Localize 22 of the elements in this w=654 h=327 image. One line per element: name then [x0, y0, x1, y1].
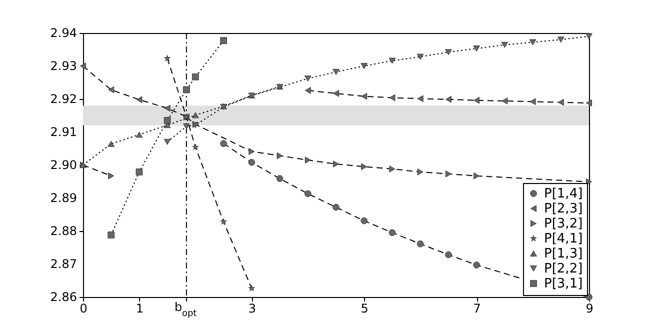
- y-tick-label: 2.94: [50, 26, 77, 40]
- y-tick-label: 2.87: [50, 257, 77, 271]
- y-tick-label: 2.89: [50, 191, 77, 205]
- x-tick-label: 1: [136, 302, 144, 316]
- legend-label: P[2,2]: [544, 262, 583, 276]
- legend-label: P[3,1]: [544, 276, 583, 292]
- x-tick-label: 5: [360, 302, 368, 316]
- legend-label: P[2,3]: [544, 202, 583, 216]
- legend-label: P[1,3]: [544, 246, 583, 262]
- y-tick-label: 2.92: [50, 92, 77, 106]
- legend-label: P[4,1]: [544, 232, 583, 246]
- y-tick-label: 2.90: [50, 158, 77, 172]
- y-tick-label: 2.93: [50, 59, 77, 73]
- x-tick-label: 3: [248, 302, 256, 316]
- x-tick-label: 0: [80, 302, 88, 316]
- y-tick-label: 2.86: [50, 290, 77, 304]
- legend-label: P[1,4]: [544, 186, 583, 202]
- y-tick-label: 2.88: [50, 224, 77, 238]
- y-tick-label: 2.91: [50, 125, 77, 139]
- x-tick-label: 9: [586, 302, 594, 316]
- x-tick-label: 7: [473, 302, 481, 316]
- legend-label: P[3,2]: [544, 216, 583, 232]
